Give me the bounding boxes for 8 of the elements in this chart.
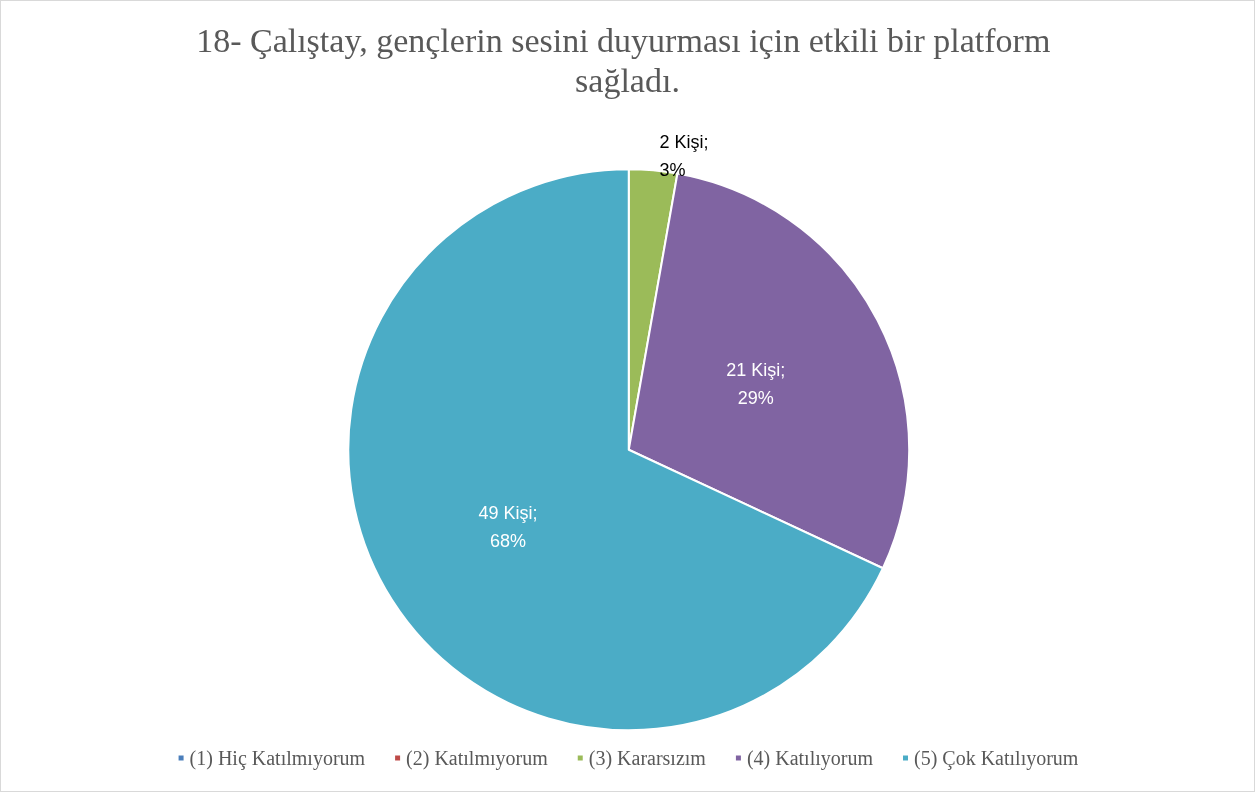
legend-label: (5) Çok Katılıyorum [913, 747, 1079, 770]
legend-label: (1) Hiç Katılmıyorum [189, 747, 366, 770]
legend-label: (3) Kararsızım [588, 747, 707, 770]
data-label: 21 Kişi; 29% [726, 359, 786, 408]
chart-title: 18- Çalıştay, gençlerin sesini duyurması için etkili bir platform sağladı. [196, 21, 1059, 99]
data-label: 49 Kişi; 68% [478, 502, 538, 551]
legend-label: (2) Katılmıyorum [406, 747, 549, 770]
legend-label: (4) Katılıyorum [746, 747, 874, 770]
